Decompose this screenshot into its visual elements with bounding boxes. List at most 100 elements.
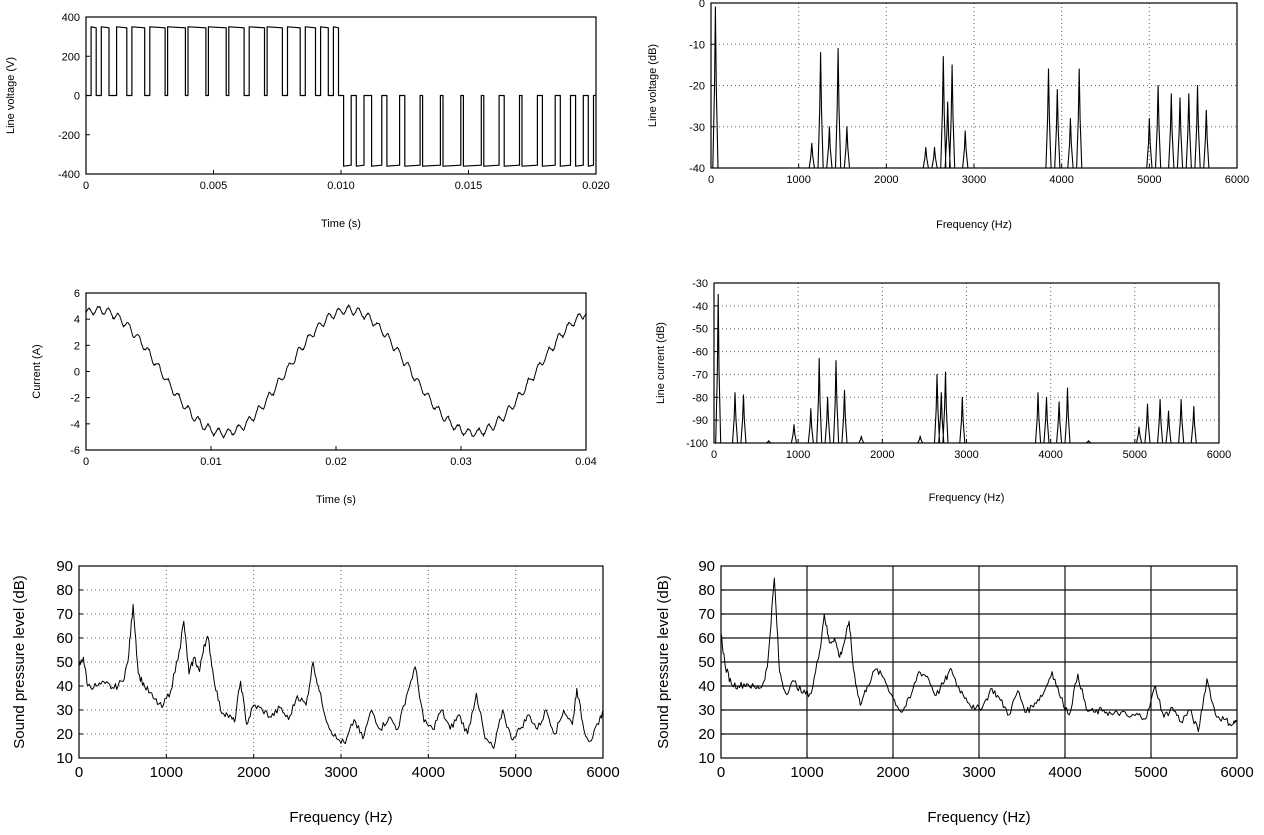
y-tick-label: -400	[58, 169, 80, 181]
x-tick-label: 0	[711, 449, 717, 461]
x-tick-label: 2000	[237, 764, 270, 781]
x-tick-label: 6000	[586, 764, 619, 781]
y-tick-label: 2	[74, 340, 80, 352]
x-tick-label: 0.015	[455, 180, 483, 192]
x-axis-label: Time (s)	[321, 218, 361, 230]
current-waveform	[85, 304, 587, 439]
y-tick-label: 0	[699, 0, 705, 10]
y-tick-label: 4	[74, 314, 80, 326]
y-tick-label: 30	[698, 702, 715, 719]
y-tick-label: 70	[698, 606, 715, 623]
x-axis-label: Frequency (Hz)	[927, 809, 1030, 826]
x-axis-label: Frequency (Hz)	[936, 219, 1012, 231]
y-axis-label: Sound pressure level (dB)	[655, 575, 672, 748]
x-axis-label: Time (s)	[316, 494, 356, 506]
x-tick-label: 3000	[324, 764, 357, 781]
y-tick-label: -4	[70, 419, 80, 431]
y-tick-label: 40	[56, 678, 73, 695]
y-tick-label: 90	[698, 558, 715, 575]
voltage-waveform	[86, 26, 596, 167]
x-tick-label: 4000	[412, 764, 445, 781]
y-tick-label: -10	[689, 39, 705, 51]
y-tick-label: 0	[74, 367, 80, 379]
y-tick-label: -30	[689, 122, 705, 134]
y-tick-label: 20	[56, 726, 73, 743]
x-tick-label: 0.04	[575, 456, 596, 468]
y-tick-label: 10	[698, 750, 715, 767]
spectrum-trace	[711, 6, 1237, 169]
x-tick-label: 1000	[786, 449, 810, 461]
y-tick-label: -90	[692, 415, 708, 427]
y-axis-label: Current (A)	[31, 344, 43, 398]
x-tick-label: 1000	[150, 764, 183, 781]
y-tick-label: 30	[56, 702, 73, 719]
x-tick-label: 3000	[954, 449, 978, 461]
x-tick-label: 2000	[876, 764, 909, 781]
x-tick-label: 0.005	[200, 180, 228, 192]
x-tick-label: 1000	[790, 764, 823, 781]
y-tick-label: -40	[692, 301, 708, 313]
spl-trace	[720, 577, 1238, 733]
x-tick-label: 0.010	[327, 180, 355, 192]
y-tick-label: -2	[70, 393, 80, 405]
y-tick-label: 40	[698, 678, 715, 695]
panel-6: 0 1000 2000 3000 4000 5000 6000 10 20 30 40 50 60 70 8…	[655, 558, 1254, 826]
x-tick-label: 6000	[1225, 174, 1249, 186]
y-tick-label: 80	[698, 582, 715, 599]
x-tick-label: 3000	[962, 764, 995, 781]
y-tick-label: -70	[692, 369, 708, 381]
panel-2: 0 1000 2000 3000 4000 5000 6000 -40 -30 -20 -10 0 Fr…	[647, 0, 1249, 231]
y-tick-label: -200	[58, 130, 80, 142]
x-tick-label: 0	[75, 764, 83, 781]
y-tick-label: 90	[56, 558, 73, 575]
y-tick-label: -80	[692, 392, 708, 404]
y-tick-label: 200	[62, 51, 80, 63]
y-tick-label: 6	[74, 288, 80, 300]
x-tick-label: 5000	[499, 764, 532, 781]
x-tick-label: 2000	[874, 174, 898, 186]
spl-trace	[78, 603, 604, 749]
panel-3: 0 0.01 0.02 0.03 0.04 -6 -4 -2 0 2 4 6 Time (s) Curre…	[31, 288, 597, 506]
y-tick-label: -6	[70, 445, 80, 457]
x-tick-label: 4000	[1038, 449, 1062, 461]
x-tick-label: 6000	[1207, 449, 1231, 461]
x-tick-label: 3000	[962, 174, 986, 186]
x-tick-label: 0	[708, 174, 714, 186]
x-tick-label: 0	[717, 764, 725, 781]
panel-5: 0 1000 2000 3000 4000 5000 6000 10 20 30 40 50 60 70 8…	[11, 558, 620, 826]
y-tick-label: 0	[74, 91, 80, 103]
y-tick-label: 80	[56, 582, 73, 599]
y-tick-label: 400	[62, 12, 80, 24]
x-tick-label: 0	[83, 456, 89, 468]
y-tick-label: -100	[686, 438, 708, 450]
y-axis-label: Line voltage (dB)	[647, 44, 659, 127]
x-axis-label: Frequency (Hz)	[929, 492, 1005, 504]
x-tick-label: 5000	[1137, 174, 1161, 186]
y-axis-label: Line voltage (V)	[5, 57, 17, 134]
y-tick-label: -50	[692, 324, 708, 336]
y-tick-label: 60	[698, 630, 715, 647]
y-tick-label: -30	[692, 278, 708, 290]
spectrum-trace	[714, 293, 1219, 444]
x-tick-label: 0.01	[200, 456, 221, 468]
y-tick-label: 50	[56, 654, 73, 671]
x-tick-label: 5000	[1123, 449, 1147, 461]
x-tick-label: 6000	[1220, 764, 1253, 781]
x-tick-label: 0	[83, 180, 89, 192]
x-tick-label: 2000	[870, 449, 894, 461]
x-tick-label: 4000	[1049, 174, 1073, 186]
x-tick-label: 0.020	[582, 180, 610, 192]
x-tick-label: 4000	[1048, 764, 1081, 781]
y-tick-label: -20	[689, 81, 705, 93]
x-tick-label: 0.03	[450, 456, 471, 468]
x-axis-label: Frequency (Hz)	[289, 809, 392, 826]
x-tick-label: 1000	[786, 174, 810, 186]
y-tick-label: 60	[56, 630, 73, 647]
y-tick-label: 20	[698, 726, 715, 743]
panel-1: 0 0.005 0.010 0.015 0.020 -400 -200 0 200 400 Time…	[5, 12, 610, 230]
x-tick-label: 0.02	[325, 456, 346, 468]
y-tick-label: 10	[56, 750, 73, 767]
y-axis-label: Line current (dB)	[655, 322, 667, 404]
x-tick-label: 5000	[1134, 764, 1167, 781]
